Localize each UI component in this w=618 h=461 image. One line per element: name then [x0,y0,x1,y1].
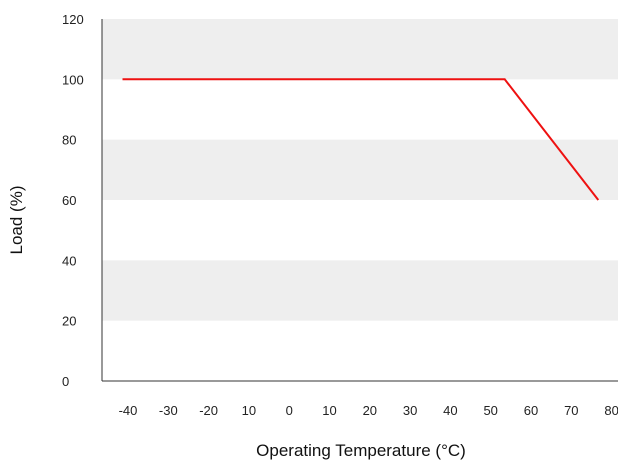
x-tick-label: 40 [443,403,457,418]
x-tick-label: -20 [199,403,218,418]
grid-bands [102,19,618,321]
x-tick-labels: -40 -30 -20 10 0 10 20 30 40 50 60 70 80 [119,403,618,418]
y-tick-label: 40 [62,253,76,268]
x-tick-label: 80 [604,403,618,418]
y-tick-label: 80 [62,133,76,148]
series-line [122,78,600,201]
x-tick-label: 70 [564,403,578,418]
x-tick-label: 20 [363,403,377,418]
series-group [122,78,600,201]
y-tick-label: 20 [62,314,76,329]
x-tick-label: 30 [403,403,417,418]
y-tick-label: 60 [62,193,76,208]
x-tick-label: -30 [159,403,178,418]
x-tick-label: 60 [524,403,538,418]
y-tick-labels: 0 20 40 60 80 100 120 [62,12,84,389]
x-tick-label: 0 [286,403,293,418]
x-tick-label: 10 [322,403,336,418]
x-tick-label: 10 [242,403,256,418]
grid-band [102,260,618,321]
y-tick-label: 120 [62,12,84,27]
grid-band [102,139,618,200]
y-tick-label: 100 [62,72,84,87]
x-tick-label: 50 [483,403,497,418]
y-tick-label: 0 [62,374,69,389]
y-axis-title: Load (%) [7,186,26,255]
grid-band [102,19,618,80]
x-tick-label: -40 [119,403,138,418]
x-axis-title: Operating Temperature (°C) [256,441,466,460]
